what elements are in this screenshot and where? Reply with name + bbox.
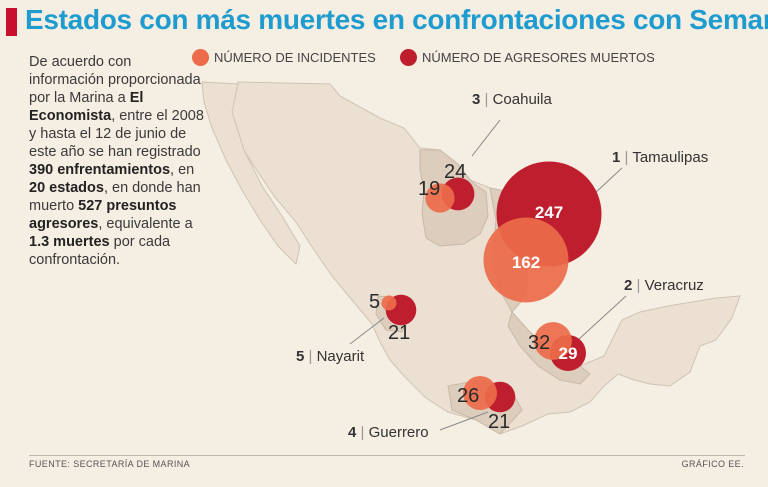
veracruz-deaths-value: 29 [559,344,578,363]
intro-segment: 527 presuntos agresores [29,198,177,232]
intro-segment: 1.3 muertes [29,234,110,250]
guerrero-incidents-bubble [463,376,497,410]
nayarit-incidents-value: 5 [369,291,380,313]
coahuila-deaths-value: 24 [444,161,466,183]
guerrero-name: Guerrero [369,424,429,441]
title-accent-bar [6,8,17,36]
state-label-nayarit: 5 | Nayarit [296,348,365,365]
legend-incidents: NÚMERO DE INCIDENTES [192,49,376,67]
legend-deaths-label: NÚMERO DE AGRESORES MUERTOS [422,50,655,65]
intro-segment: , equivalente a [98,216,193,232]
intro-segment: 390 enfrentamientos [29,162,171,178]
state-label-coahuila: 3 | Coahuila [472,91,552,108]
tamaulipas-incidents-value: 162 [512,253,540,272]
legend-deaths: NÚMERO DE AGRESORES MUERTOS [400,49,655,67]
guerrero-rank: 4 [348,424,357,441]
intro-segment: por cada confrontación. [29,234,171,268]
nayarit-separator: | [309,348,313,365]
intro-segment: De acuerdo con información proporcionada… [29,54,201,106]
veracruz-rank: 2 [624,277,632,294]
state-label-guerrero: 4 | Guerrero [348,424,429,441]
intro-segment: , en donde han muerto [29,180,201,214]
tamaulipas-deaths-value: 247 [535,203,563,222]
nayarit-name: Nayarit [317,348,365,365]
veracruz-leader-line [577,295,627,341]
intro-segment: , entre el 2008 y hasta el 12 de junio d… [29,108,204,160]
bubble-layer [381,161,602,413]
legend-incidents-label: NÚMERO DE INCIDENTES [214,50,376,65]
veracruz-name: Veracruz [645,277,704,294]
guerrero-deaths-value: 21 [488,411,510,433]
nayarit-rank: 5 [296,348,304,365]
guerrero-leader-line [439,411,489,431]
tamaulipas-incidents-bubble [483,217,569,303]
coahuila-leader-line [471,119,501,157]
state-label-tamaulipas: 1 | Tamaulipas [612,149,708,166]
veracruz-separator: | [637,277,641,294]
intro-segment: , en [170,162,195,178]
legend-incidents-dot [192,49,209,67]
graphic-credit: GRÁFICO EE. [681,459,744,469]
page-title: Estados con más muertes en confrontacion… [25,4,768,35]
tamaulipas-leader-line [593,167,623,195]
state-label-veracruz: 2 | Veracruz [624,277,704,294]
intro-text: De acuerdo con información proporcionada… [29,53,207,269]
coahuila-name: Coahuila [493,91,553,108]
guerrero-incidents-value: 26 [457,385,479,407]
coahuila-rank: 3 [472,91,480,108]
veracruz-incidents-bubble [534,322,572,360]
coahuila-incidents-bubble [425,183,455,213]
tamaulipas-rank: 1 [612,149,620,166]
intro-segment: 20 estados [29,180,104,196]
intro-segment: El Economista [29,90,144,124]
tamaulipas-separator: | [625,149,629,166]
veracruz-incidents-value: 32 [528,332,550,354]
tamaulipas-name: Tamaulipas [632,149,708,166]
coahuila-incidents-value: 19 [418,178,440,200]
nayarit-deaths-value: 21 [388,322,410,344]
guerrero-separator: | [361,424,365,441]
nayarit-incidents-bubble [381,295,397,311]
coahuila-separator: | [485,91,489,108]
legend-deaths-dot [400,49,417,67]
source-note: FUENTE: SECRETARÍA DE MARINA [29,459,191,469]
footer-divider [29,455,745,456]
nayarit-leader-line [349,317,385,345]
baja-california-shape [201,81,301,265]
